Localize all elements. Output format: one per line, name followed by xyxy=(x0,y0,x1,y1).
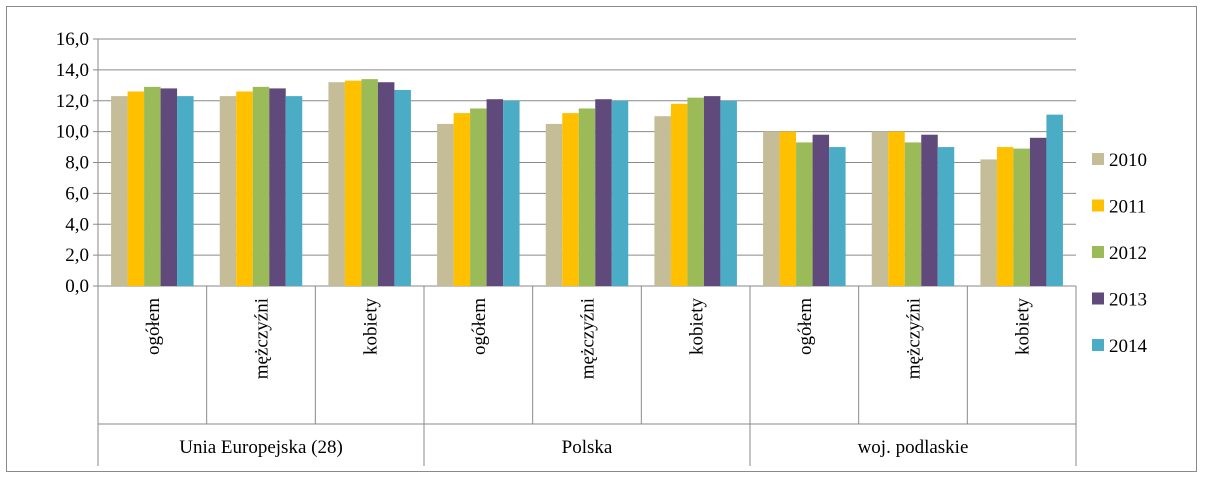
bar-chart: 0,0 2,0 4,0 6,0 8,0 10,0 12,0 14,0 16,0 ogółem mę… xyxy=(56,29,1148,466)
bar-2013-2 xyxy=(269,88,286,287)
bar-2014-6 xyxy=(720,100,737,286)
x-category-label: ogółem xyxy=(795,298,816,355)
bar-2013-4 xyxy=(486,99,504,286)
x-category-label: kobiety xyxy=(1012,298,1033,355)
bar-2011-3 xyxy=(344,80,362,287)
bar-2012-3 xyxy=(361,79,378,286)
y-tick-label: 2,0 xyxy=(65,245,89,266)
bar-2010-6 xyxy=(654,116,671,286)
bar-2014-3 xyxy=(394,89,411,286)
bar-2014-5 xyxy=(611,100,629,286)
legend-label-2014: 2014 xyxy=(1109,336,1148,357)
bar-2013-6 xyxy=(703,96,721,287)
bar-2012-5 xyxy=(578,108,596,286)
y-tick-label: 14,0 xyxy=(56,60,89,81)
y-tick-label: 16,0 xyxy=(56,29,89,50)
chart-frame: 0,0 2,0 4,0 6,0 8,0 10,0 12,0 14,0 16,0 ogółem mę… xyxy=(6,6,1197,472)
legend-swatch-2013 xyxy=(1092,292,1104,305)
y-tick-label: 6,0 xyxy=(65,183,89,204)
x-group-label: woj. podlaskie xyxy=(858,437,969,458)
bar-2011-2 xyxy=(236,91,253,286)
bar-2014-1 xyxy=(177,96,194,287)
x-category-label: mężczyźni xyxy=(578,298,599,379)
bar-2011-5 xyxy=(562,113,579,286)
bar-2012-2 xyxy=(252,86,270,286)
bar-2011-7 xyxy=(779,131,797,286)
bar-2011-9 xyxy=(996,147,1014,286)
bar-2011-1 xyxy=(127,91,145,286)
x-group-label: Polska xyxy=(562,437,613,458)
bar-2013-5 xyxy=(595,99,612,286)
x-category-label: mężczyźni xyxy=(252,298,273,379)
bar-2013-8 xyxy=(921,134,938,286)
y-tick-label: 0,0 xyxy=(65,276,89,297)
bar-2014-9 xyxy=(1046,114,1063,286)
y-tick-label: 10,0 xyxy=(56,122,89,143)
legend-swatch-2011 xyxy=(1092,199,1104,212)
bar-2010-7 xyxy=(763,131,780,286)
y-tick-label: 4,0 xyxy=(65,214,89,235)
bar-2011-4 xyxy=(453,113,471,286)
y-tick-label: 12,0 xyxy=(56,91,89,112)
x-category-label: kobiety xyxy=(360,298,381,355)
x-category-label: kobiety xyxy=(686,298,707,355)
legend-label-2013: 2013 xyxy=(1109,290,1147,311)
bar-2010-8 xyxy=(871,131,889,286)
bar-2012-6 xyxy=(687,97,704,286)
bar-2010-9 xyxy=(980,159,997,286)
legend-swatch-2012 xyxy=(1092,246,1104,258)
legend-label-2010: 2010 xyxy=(1109,150,1147,171)
bar-2011-6 xyxy=(670,103,688,287)
bars xyxy=(111,79,1063,287)
x-category-label: mężczyźni xyxy=(904,298,925,379)
legend-swatch-2010 xyxy=(1092,153,1104,165)
x-group-label: Unia Europejska (28) xyxy=(179,437,343,458)
bar-2012-8 xyxy=(904,142,922,286)
bar-2013-9 xyxy=(1029,137,1047,286)
bar-2014-8 xyxy=(937,147,955,286)
legend: 2010 2011 2012 2013 2014 xyxy=(1092,150,1148,357)
x-category-label: ogółem xyxy=(143,298,164,355)
bar-2010-2 xyxy=(219,96,237,287)
bar-2013-7 xyxy=(812,134,830,286)
bar-2010-5 xyxy=(545,123,563,286)
bar-2012-9 xyxy=(1013,148,1030,286)
bar-2013-3 xyxy=(377,82,395,286)
bar-2010-1 xyxy=(111,96,128,287)
y-tick-label: 8,0 xyxy=(65,153,89,174)
bar-2014-7 xyxy=(829,147,846,286)
bar-2013-1 xyxy=(160,88,178,287)
bar-2010-4 xyxy=(437,123,454,286)
legend-swatch-2014 xyxy=(1092,339,1104,351)
bar-2014-4 xyxy=(503,100,520,286)
bar-2010-3 xyxy=(328,82,345,286)
x-axis: ogółem mężczyźni kobiety ogółem mężczyźni kob… xyxy=(97,286,1077,466)
bar-2014-2 xyxy=(285,96,303,287)
bar-2012-4 xyxy=(470,108,487,286)
y-axis-ticks: 0,0 2,0 4,0 6,0 8,0 10,0 12,0 14,0 16,0 xyxy=(56,29,89,297)
bar-2011-8 xyxy=(888,131,905,286)
legend-label-2011: 2011 xyxy=(1109,197,1146,218)
bar-2012-1 xyxy=(144,86,161,286)
x-category-label: ogółem xyxy=(469,298,490,355)
legend-label-2012: 2012 xyxy=(1109,243,1147,264)
bar-2012-7 xyxy=(796,142,813,286)
